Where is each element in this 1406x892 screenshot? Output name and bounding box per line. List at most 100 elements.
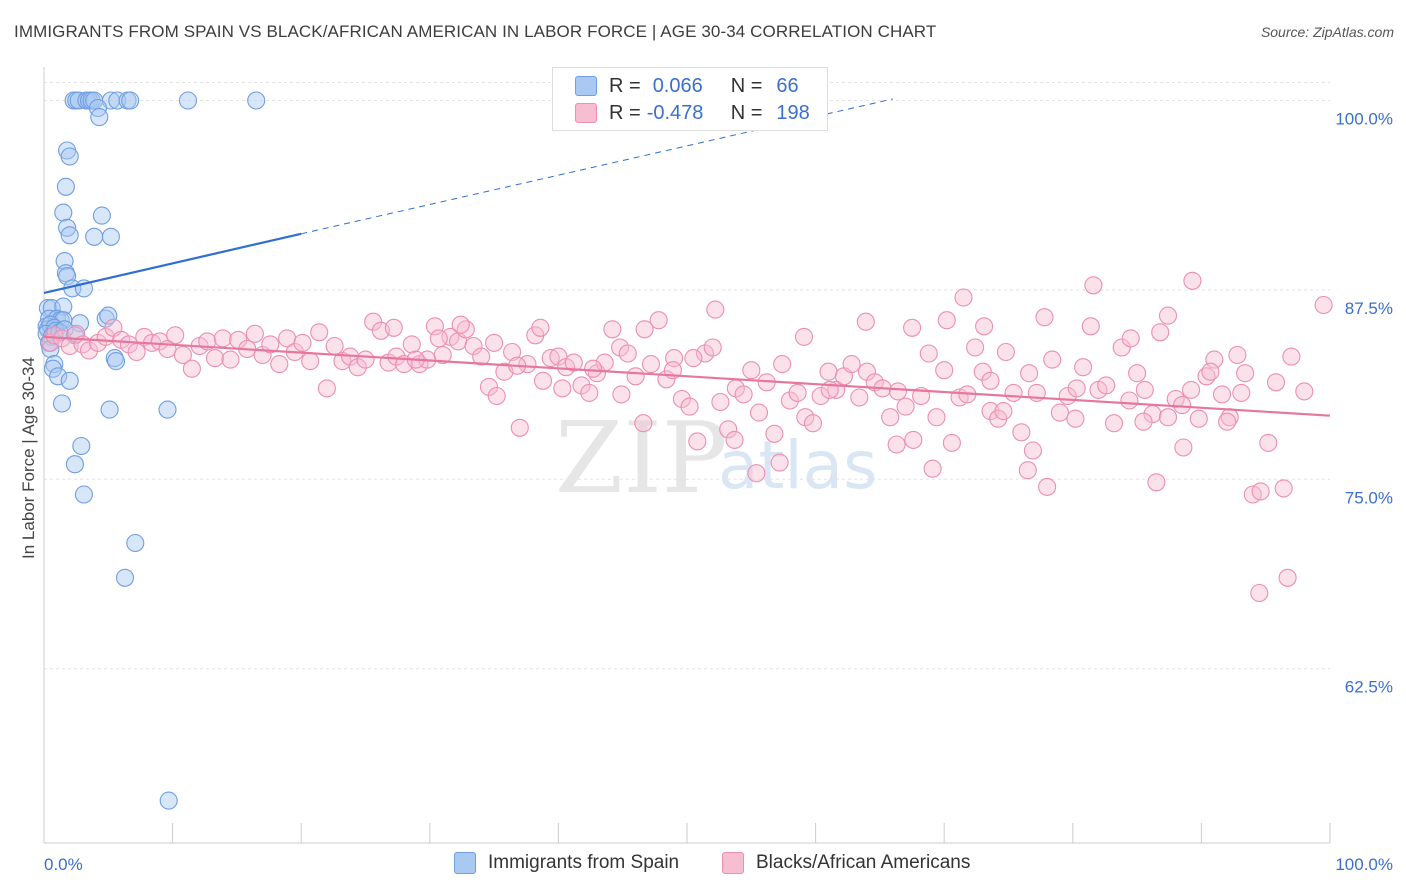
black-point xyxy=(1147,473,1166,492)
black-point xyxy=(1183,271,1202,290)
black-point xyxy=(1173,396,1192,415)
black-point xyxy=(1035,308,1054,327)
black-point xyxy=(531,318,550,337)
legend-label-black: Blacks/African Americans xyxy=(756,852,971,873)
black-point xyxy=(310,323,329,342)
black-point xyxy=(1066,409,1085,428)
black-point xyxy=(479,377,499,396)
spain-point xyxy=(52,394,72,413)
black-point xyxy=(425,317,444,336)
black-point xyxy=(1232,383,1251,402)
spain-point xyxy=(158,400,177,419)
black-point xyxy=(634,414,653,433)
spain-point xyxy=(108,91,127,110)
spain-point xyxy=(56,264,75,283)
black-point xyxy=(1295,382,1314,401)
black-point xyxy=(927,408,946,427)
y-tick-label: 87.5% xyxy=(1345,299,1393,318)
black-point xyxy=(1151,323,1170,342)
black-point xyxy=(261,335,280,354)
black-point xyxy=(1158,306,1178,325)
black-point xyxy=(213,329,232,348)
black-point xyxy=(1205,350,1224,369)
spain-point xyxy=(92,206,111,225)
black-point xyxy=(626,367,645,386)
black-point xyxy=(725,430,744,449)
spain-point xyxy=(126,533,145,553)
black-point xyxy=(747,464,766,483)
series-black-points xyxy=(41,271,1333,603)
spain-point xyxy=(96,309,115,328)
black-point xyxy=(584,359,603,378)
stats-legend: R = 0.066 N = 66 R = -0.478 N = 198 xyxy=(552,67,828,131)
black-point xyxy=(612,385,631,404)
legend-item-black[interactable]: Blacks/African Americans xyxy=(722,852,970,874)
black-point xyxy=(919,344,938,363)
legend-swatch-spain xyxy=(575,76,597,96)
black-point xyxy=(1121,329,1140,348)
n-value: 198 xyxy=(776,101,810,124)
black-point xyxy=(904,430,923,449)
black-point xyxy=(317,379,336,398)
black-point xyxy=(1020,364,1039,383)
black-point xyxy=(649,311,668,330)
black-point xyxy=(635,320,654,339)
trend-lines xyxy=(43,98,1331,417)
black-point xyxy=(711,392,730,412)
black-point xyxy=(973,362,992,381)
black-point xyxy=(780,391,799,410)
black-point xyxy=(734,385,753,404)
black-point xyxy=(719,420,738,439)
black-point xyxy=(1043,350,1062,369)
black-point xyxy=(773,355,792,374)
stats-legend-row-spain: R = 0.066 N = 66 xyxy=(575,73,799,99)
black-point xyxy=(451,315,470,334)
black-point xyxy=(981,371,1000,390)
spain-point xyxy=(74,485,93,504)
spain-point xyxy=(90,108,109,127)
black-point xyxy=(1120,391,1139,410)
black-point xyxy=(182,359,201,378)
spain-point xyxy=(72,436,91,456)
black-point xyxy=(1314,295,1333,315)
series-legend: Immigrants from Spain Blacks/African Ame… xyxy=(0,850,1406,880)
black-point xyxy=(1278,568,1297,587)
black-point xyxy=(749,403,769,422)
black-point xyxy=(1201,362,1220,381)
spain-point xyxy=(54,203,73,222)
spain-point xyxy=(60,371,79,390)
spain-point xyxy=(85,227,104,246)
spain-point xyxy=(101,227,120,246)
n-label: N = xyxy=(730,74,763,97)
black-point xyxy=(803,414,823,433)
spain-point xyxy=(247,91,266,110)
black-point xyxy=(429,329,448,348)
black-point xyxy=(618,344,637,363)
legend-item-spain[interactable]: Immigrants from Spain xyxy=(454,852,679,874)
spain-point xyxy=(41,339,60,359)
n-label: N = xyxy=(730,101,763,124)
x-tick-label: 100.0% xyxy=(1335,855,1393,874)
black-point xyxy=(1018,461,1037,480)
black-point xyxy=(356,350,375,369)
spain-point xyxy=(60,147,79,166)
black-point xyxy=(387,347,406,366)
y-axis-label: In Labor Force | Age 30-34 xyxy=(19,357,38,559)
n-value: 66 xyxy=(776,74,799,97)
spain-point xyxy=(159,791,178,810)
black-point xyxy=(402,335,421,354)
source-label: Source: ZipAtlas.com xyxy=(1260,24,1394,40)
legend-swatch-black xyxy=(722,852,744,874)
y-tick-label: 100.0% xyxy=(1335,109,1393,128)
black-point xyxy=(472,347,491,366)
black-point xyxy=(935,361,954,380)
black-point xyxy=(1218,412,1237,431)
axes xyxy=(43,67,1331,844)
spain-trend-extension xyxy=(301,98,893,235)
spain-point xyxy=(60,226,79,245)
black-point xyxy=(1250,583,1269,603)
spain-point xyxy=(100,400,119,419)
black-point xyxy=(1251,482,1270,501)
chart-title: IMMIGRANTS FROM SPAIN VS BLACK/AFRICAN A… xyxy=(14,22,937,41)
r-value: 0.066 xyxy=(652,74,703,97)
